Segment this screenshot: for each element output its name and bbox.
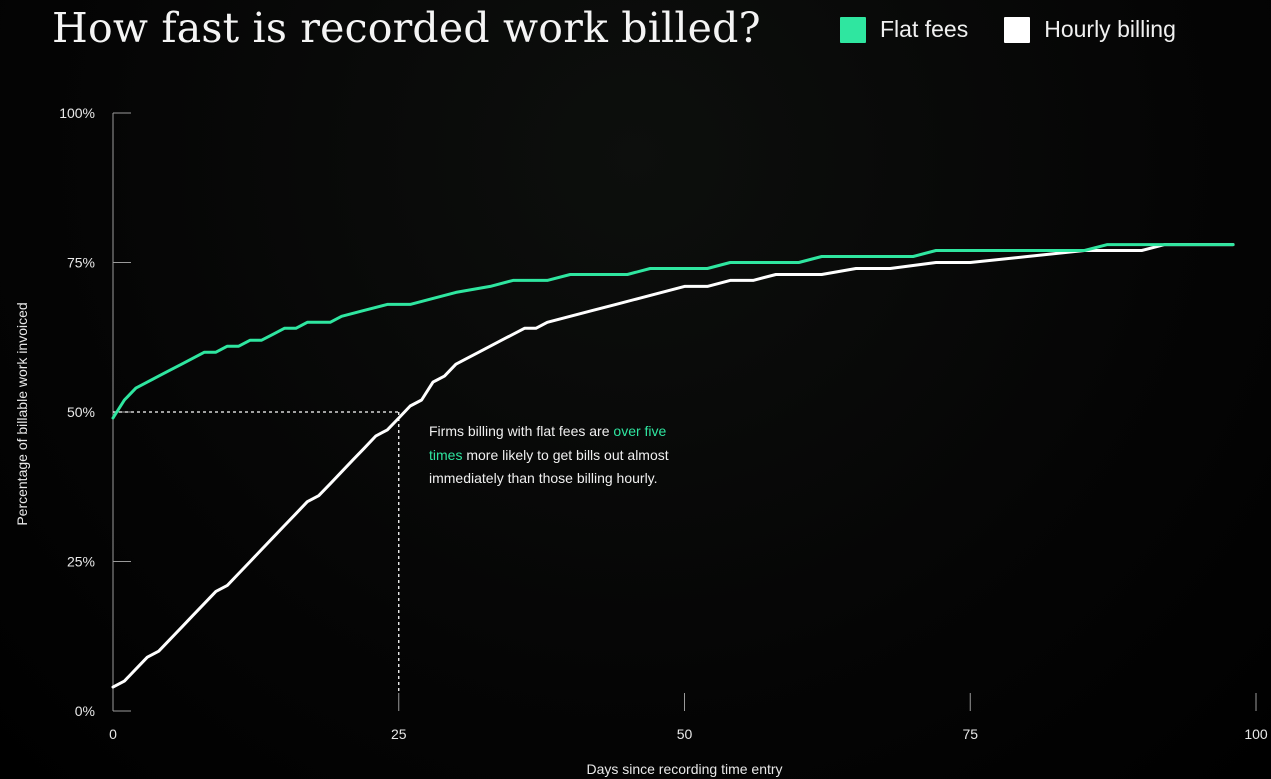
flat-fees-swatch (840, 16, 866, 43)
y-tick-label: 50% (67, 404, 95, 420)
series-line-flat-fees (111, 243, 1235, 420)
legend-item-flat-fees: Flat fees (840, 16, 968, 43)
y-axis-title: Percentage of billable work invoiced (14, 302, 30, 525)
x-tick-label: 25 (391, 726, 407, 742)
hourly-billing-swatch (1004, 16, 1031, 43)
reference-guides (113, 411, 400, 691)
annotation: Firms billing with flat fees are over fi… (429, 420, 669, 491)
legend: Flat fees Hourly billing (840, 16, 1176, 43)
legend-item-hourly-billing: Hourly billing (1004, 16, 1176, 43)
legend-label-hourly-billing: Hourly billing (1044, 16, 1176, 42)
annotation-text-start: Firms billing with flat fees are (429, 423, 614, 439)
x-tick-label: 0 (109, 726, 117, 742)
x-tick-label: 50 (677, 726, 693, 742)
annotation-highlight: over five times (429, 423, 667, 463)
y-tick-label: 0% (75, 703, 95, 719)
axes: 0% 25% 50% 75% 100% 0 25 50 75 100 (59, 105, 1268, 742)
x-tick-label: 75 (962, 726, 978, 742)
legend-label-flat-fees: Flat fees (880, 16, 969, 42)
y-tick-label: 75% (67, 255, 95, 271)
series-lines (111, 243, 1235, 689)
y-tick-label: 100% (59, 105, 95, 121)
series-line-hourly-billing (111, 243, 1235, 689)
x-axis-title: Days since recording time entry (586, 761, 782, 777)
x-tick-label: 100 (1244, 726, 1268, 742)
annotation-text-end: more likely to get bills out almost imme… (429, 446, 669, 487)
y-tick-label: 25% (67, 554, 95, 570)
chart-title: How fast is recorded work billed? (52, 4, 761, 52)
